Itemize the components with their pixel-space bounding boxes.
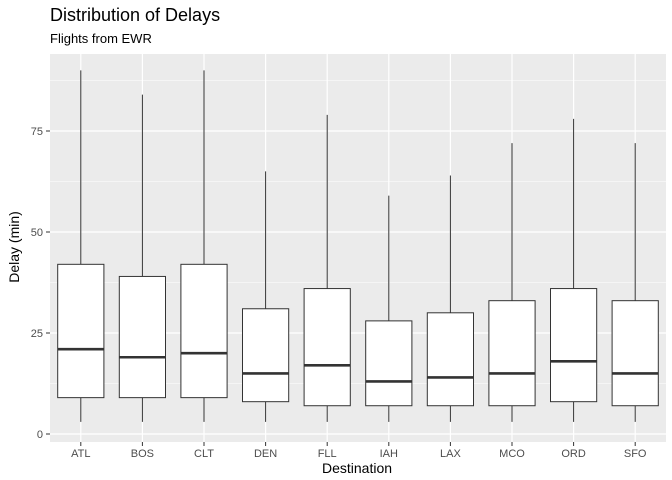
box-den	[242, 171, 290, 422]
boxes	[57, 70, 659, 422]
y-tick-label: 0	[37, 429, 43, 441]
box-lax	[426, 175, 474, 422]
y-axis-title: Delay (min)	[6, 211, 22, 283]
box-fll	[303, 114, 351, 422]
x-axis-title: Destination	[322, 460, 392, 476]
x-tick-label: FLL	[318, 448, 337, 460]
x-tick-label: CLT	[194, 448, 214, 460]
x-axis-ticks: ATL BOS CLT DEN FLL IAH LAX MCO ORD SFO	[71, 442, 647, 460]
box-iah	[365, 195, 413, 422]
box-clt	[180, 70, 228, 422]
x-tick-label: BOS	[131, 448, 154, 460]
box-iqr	[426, 312, 474, 407]
box-mco	[488, 143, 536, 422]
chart-title: Distribution of Delays	[50, 5, 221, 25]
box-iqr	[365, 320, 413, 407]
y-axis-ticks: 0 25 50 75	[31, 126, 50, 441]
y-tick-label: 25	[31, 328, 43, 340]
x-tick-label: DEN	[254, 448, 277, 460]
x-tick-label: ATL	[71, 448, 90, 460]
x-tick-label: SFO	[624, 448, 647, 460]
y-tick-label: 75	[31, 126, 43, 138]
box-iqr	[303, 288, 351, 407]
box-iqr	[57, 263, 105, 399]
box-atl	[57, 70, 105, 422]
box-iqr	[550, 288, 598, 403]
box-bos	[118, 94, 167, 422]
x-tick-label: LAX	[440, 448, 461, 460]
x-tick-label: MCO	[499, 448, 525, 460]
box-iqr	[611, 300, 659, 407]
box-iqr	[118, 275, 167, 399]
box-sfo	[611, 143, 659, 422]
x-tick-label: ORD	[561, 448, 586, 460]
chart-subtitle: Flights from EWR	[50, 31, 152, 46]
box-iqr	[242, 308, 290, 403]
box-ord	[550, 118, 598, 422]
box-iqr	[180, 263, 228, 399]
x-tick-label: IAH	[380, 448, 398, 460]
y-tick-label: 50	[31, 227, 43, 239]
box-iqr	[488, 300, 536, 407]
